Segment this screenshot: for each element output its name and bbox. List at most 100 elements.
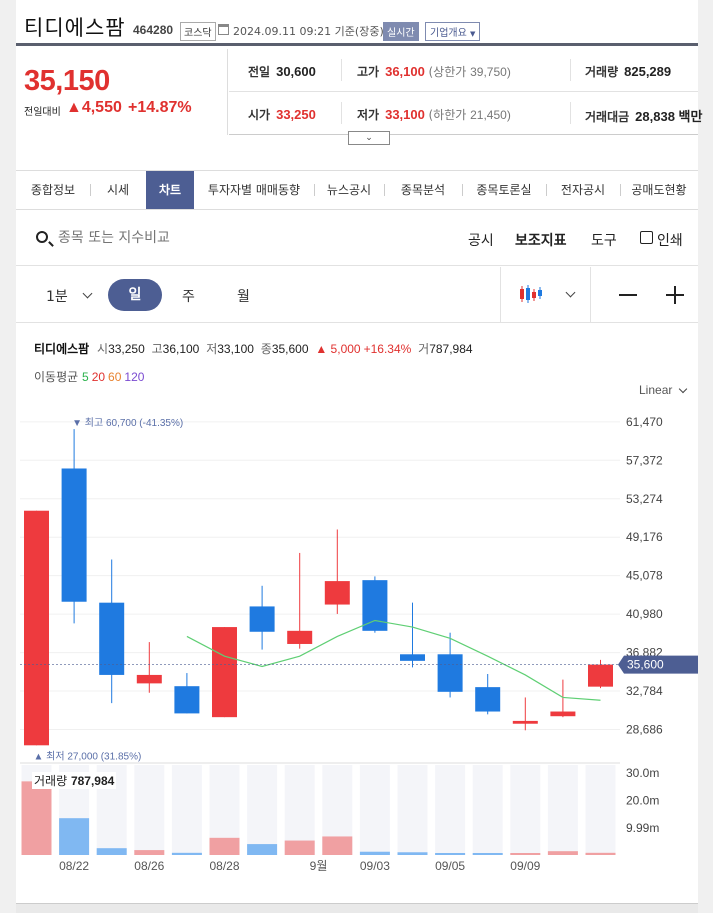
chevron-down-icon[interactable]: [565, 287, 576, 298]
volume-bar: [359, 851, 390, 855]
volume-bar: [209, 837, 240, 855]
tab-3[interactable]: 차트: [146, 171, 194, 209]
stat-high: 고가 36,100 (상한가 39,750): [357, 64, 511, 79]
scale-mode-dropdown[interactable]: Linear: [639, 383, 687, 397]
volume-slot: [472, 765, 503, 855]
candle-body: [249, 606, 275, 632]
realtime-badge[interactable]: 실시간: [383, 22, 419, 41]
period-day-button[interactable]: 일: [108, 279, 162, 311]
tab-8[interactable]: 전자공시: [560, 183, 606, 197]
ma5-line: [186, 619, 601, 701]
collapse-toggle[interactable]: ⌄: [348, 131, 390, 145]
chevron-down-icon[interactable]: [82, 288, 93, 299]
price-tick-label: 40,980: [626, 607, 663, 621]
notice-button[interactable]: 공시: [468, 233, 494, 249]
change-label: 전일대비: [24, 107, 61, 118]
search-icon[interactable]: [36, 231, 48, 243]
volume-tick-label: 30.0m: [626, 766, 659, 780]
volume-bar: [171, 852, 202, 855]
min-price-label: ▲ 최저 27,000 (31.85%): [34, 750, 142, 762]
volume-bar: [397, 852, 428, 855]
compare-search-input[interactable]: [58, 227, 358, 249]
stat-amount: 거래대금 28,838 백만: [585, 109, 703, 124]
ma-5-label[interactable]: 5: [82, 370, 89, 384]
candle-body: [136, 674, 162, 684]
price-tick-label: 53,274: [626, 492, 663, 506]
moving-average-legend[interactable]: 이동평균 5 20 60 120: [34, 368, 150, 385]
candle-body: [61, 468, 87, 602]
period-month-button[interactable]: 월: [237, 289, 250, 305]
volume-bar: [284, 840, 315, 855]
period-selector: 1분 일 주 월: [16, 267, 698, 323]
volume-bar: [472, 853, 503, 855]
company-overview-label: 기업개요: [430, 28, 467, 39]
price-tick-label: 32,784: [626, 684, 663, 698]
current-price-tag: [618, 655, 698, 674]
volume-slot: [247, 765, 278, 855]
print-icon[interactable]: [640, 231, 653, 244]
calendar-icon: [218, 24, 229, 35]
tab-2[interactable]: 시세: [106, 183, 130, 197]
zoom-out-button[interactable]: [619, 294, 637, 296]
indicator-button[interactable]: 보조지표: [515, 233, 567, 249]
company-overview-dropdown[interactable]: 기업개요 ▼: [425, 22, 481, 41]
print-button[interactable]: 인쇄: [657, 233, 683, 249]
candle-body: [588, 664, 613, 687]
stat-volume: 거래량 825,289: [585, 64, 672, 79]
tab-6[interactable]: 종목분석: [400, 183, 446, 197]
tab-4[interactable]: 투자자별 매매동향: [207, 183, 301, 197]
volume-bar: [322, 836, 353, 855]
volume-slot: [397, 765, 428, 855]
change-value: ▲4,550: [66, 99, 122, 116]
volume-slot: [171, 765, 202, 855]
market-badge: 코스닥: [180, 22, 216, 41]
volume-bar: [247, 844, 278, 855]
price-volume-chart[interactable]: 61,47057,37253,27449,17645,07840,98036,8…: [16, 395, 698, 875]
tab-9[interactable]: 공매도현황: [631, 183, 687, 197]
tab-5[interactable]: 뉴스공시: [326, 183, 372, 197]
volume-bar: [96, 848, 127, 855]
chart-toolbar: 공시 보조지표 도구 인쇄: [16, 211, 698, 266]
stat-open: 시가 33,250: [248, 107, 316, 122]
volume-bar: [59, 818, 90, 855]
stock-name: 티디에스팜: [24, 16, 126, 40]
candle-body: [362, 580, 388, 631]
ohlc-info: 티디에스팜 시33,250 고36,100 저33,100 종35,600 ▲ …: [34, 342, 473, 356]
scrollbar-track[interactable]: [16, 903, 698, 913]
candle-body: [475, 687, 501, 712]
volume-bar: [21, 781, 52, 855]
tool-button[interactable]: 도구: [591, 233, 617, 249]
candle-body: [512, 720, 538, 724]
candle-body: [400, 654, 425, 661]
caret-down-icon: ▼: [470, 30, 476, 38]
candlestick-type-icon[interactable]: [518, 283, 544, 305]
ma-60-label[interactable]: 60: [108, 370, 122, 384]
candle-body: [99, 602, 125, 675]
price-tick-label: 57,372: [626, 453, 663, 467]
period-week-button[interactable]: 주: [182, 289, 195, 305]
zoom-in-icon[interactable]: [674, 286, 676, 304]
price-tick-label: 49,176: [626, 530, 663, 544]
volume-bar: [510, 853, 541, 855]
period-minute-dropdown[interactable]: 1분: [46, 289, 68, 305]
volume-bar: [585, 852, 616, 855]
volume-slot: [284, 765, 315, 855]
candle-body: [287, 630, 313, 644]
volume-slot: [435, 765, 466, 855]
price-tick-label: 45,078: [626, 569, 663, 583]
chart-stock-name: 티디에스팜: [34, 342, 90, 356]
date-axis-label: 08/26: [134, 859, 164, 873]
candle-body: [324, 581, 350, 605]
stock-code: 464280: [133, 23, 174, 37]
stat-low: 저가 33,100 (하한가 21,450): [357, 107, 511, 122]
volume-tick-label: 20.0m: [626, 793, 659, 807]
volume-bar: [134, 850, 165, 855]
ma-120-label[interactable]: 120: [124, 370, 145, 384]
tab-7[interactable]: 종목토론실: [476, 183, 532, 197]
tab-1[interactable]: 종합정보: [30, 183, 76, 197]
volume-slot: [134, 765, 165, 855]
volume-bar: [547, 851, 578, 855]
volume-bar: [435, 853, 466, 855]
ma-20-label[interactable]: 20: [91, 370, 106, 384]
candle-body: [437, 654, 463, 692]
